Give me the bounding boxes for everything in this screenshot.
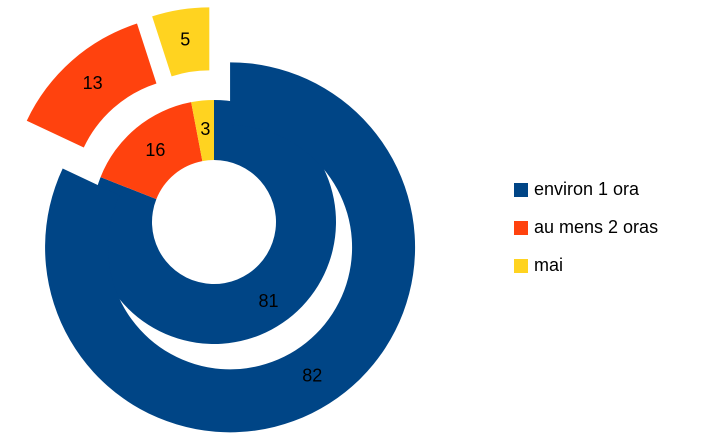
donut-segment <box>152 7 210 77</box>
data-label: 3 <box>200 119 210 139</box>
legend-label: environ 1 ora <box>534 179 640 199</box>
data-label: 13 <box>83 73 103 93</box>
donut-segment <box>191 100 214 162</box>
data-label: 5 <box>180 30 190 50</box>
donut-segment <box>91 100 336 345</box>
legend-swatch <box>514 221 528 235</box>
legend-swatch <box>514 183 528 197</box>
legend-label: au mens 2 oras <box>534 217 658 237</box>
data-label: 82 <box>302 366 322 386</box>
legend-label: mai <box>534 255 563 275</box>
donut-segment <box>26 23 157 148</box>
data-label: 16 <box>145 140 165 160</box>
data-label: 81 <box>259 291 279 311</box>
donut-segment <box>100 102 203 200</box>
donut-segment <box>45 62 416 433</box>
legend-swatch <box>514 259 528 273</box>
